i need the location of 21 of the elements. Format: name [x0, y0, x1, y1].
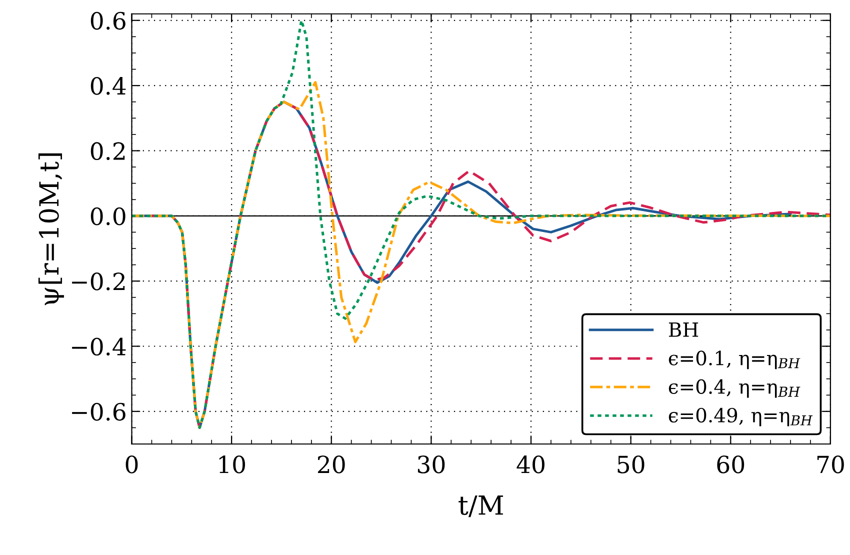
y-tick-label: 0.0 [90, 207, 126, 226]
x-tick-label: 50 [618, 456, 644, 474]
y-tick-label: −0.4 [72, 338, 126, 356]
legend-label: ϵ=0.49, η=η$_{BH}$ [668, 408, 813, 426]
y-tick-label: −0.6 [72, 402, 126, 421]
x-tick-label: 30 [418, 456, 445, 474]
legend-label: ϵ=0.1, η=η$_{BH}$ [668, 350, 800, 370]
y-tick-label: 0.6 [90, 12, 126, 30]
legend-label: BH [668, 322, 698, 337]
y-axis-title: ψ[r=10M,t] [38, 153, 64, 306]
x-tick-label: 20 [318, 456, 345, 474]
x-tick-label: 10 [219, 456, 246, 474]
x-tick-label: 60 [717, 456, 744, 474]
legend-label: ϵ=0.4, η=η$_{BH}$ [668, 379, 800, 398]
y-tick-label: 0.4 [90, 77, 126, 95]
x-tick-label: 70 [817, 456, 844, 474]
x-tick-label: 40 [516, 456, 544, 474]
x-tick-label: 0 [126, 456, 138, 474]
x-axis-title: t/M [458, 495, 504, 518]
y-tick-label: −0.2 [72, 272, 125, 290]
y-tick-label: 0.2 [90, 142, 125, 160]
